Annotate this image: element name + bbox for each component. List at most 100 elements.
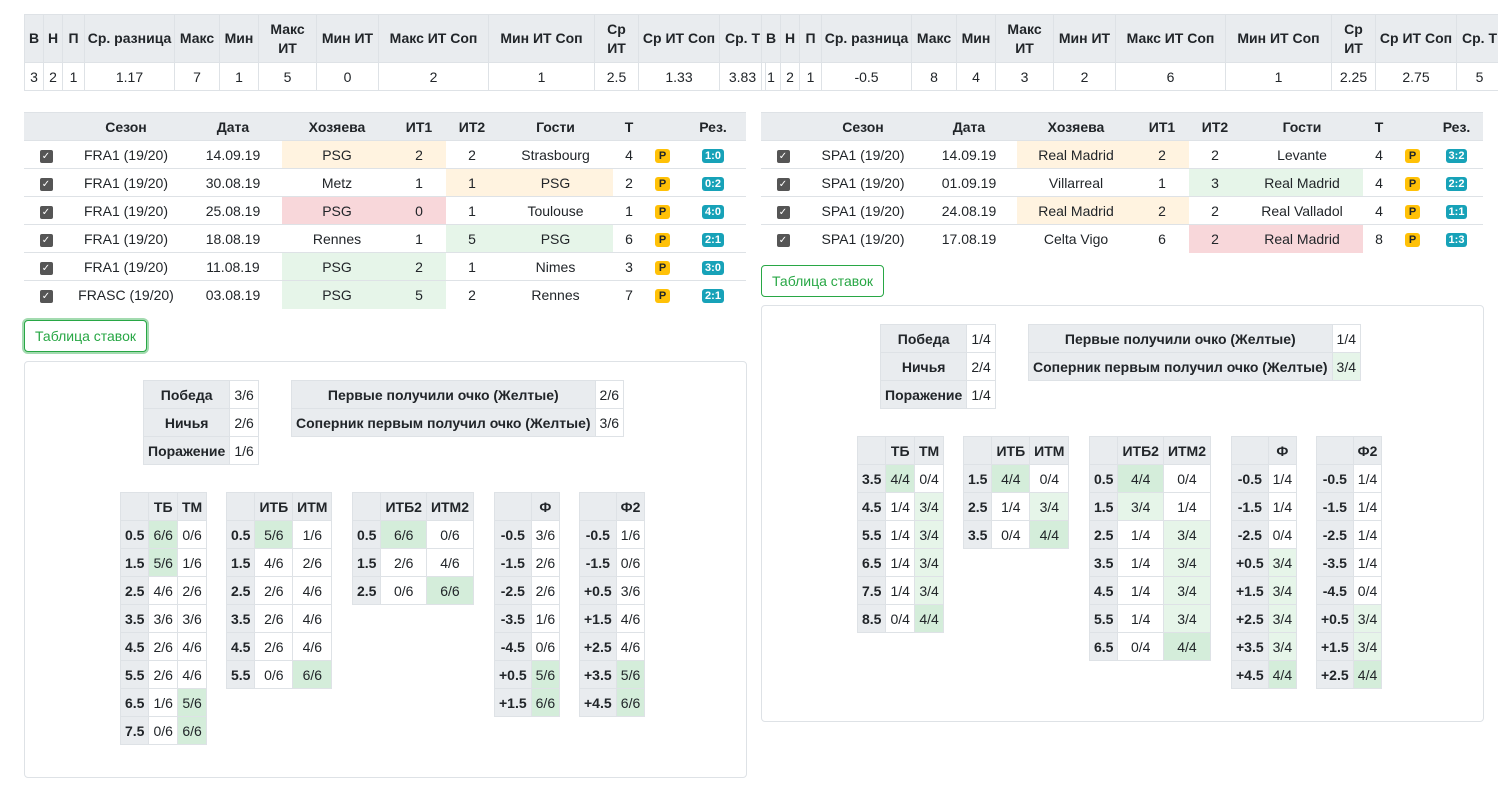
under-cell: 4/4 [913,604,945,633]
line-cell: -2.5 [1316,520,1354,549]
checkbox[interactable]: ✓ [39,290,53,304]
line-cell: +0.5 [1316,604,1354,633]
over-cell: 1/4 [1117,520,1164,549]
f2-table: Ф2 -0.5 1/4 -1.5 1/4 -2.5 1/4 -3.5 1/4 -4.5 0/4 +0.… [1316,436,1383,689]
line-cell: 4.5 [225,632,256,661]
stats-value: 1 [799,62,822,91]
table-row: 1.5 4/4 0/4 [962,464,1070,493]
table-row: 5.5 0/6 6/6 [225,660,333,689]
label-cell: Поражение [142,436,231,465]
over-cell: 0/6 [254,660,294,689]
games-header: ИТ1 [1135,112,1189,141]
date-cell: 03.08.19 [184,280,282,309]
table-row: 0.5 6/6 0/6 [351,520,475,549]
stats-value: 4 [956,62,996,91]
line-cell: +2.5 [1316,660,1354,689]
stats-header: Ср ИТ [1331,14,1376,63]
date-cell: 17.08.19 [921,224,1017,253]
bet-table-button[interactable]: Таблица ставок [24,320,147,352]
total-cell: 4 [1363,196,1395,225]
stats-value: 5 [258,62,317,91]
table-row: -3.5 1/6 [494,604,561,633]
season-cell: FRA1 (19/20) [68,140,184,169]
handicap-cell: 3/4 [1352,604,1383,633]
stats-table: В Н П Ср. разница Макс Мин Макс ИТ Мин ИТ Макс И… [761,14,1498,91]
table-row: +1.5 3/4 [1316,632,1383,661]
stats-header: Ср ИТ Соп [1375,14,1457,63]
table-row: -1.5 2/6 [494,548,561,577]
value-cell: 1/4 [966,324,996,353]
line-cell: 2.5 [351,576,382,605]
table-row: 1.5 5/6 1/6 [119,548,208,577]
bet-table-box: Победа 3/6 Ничья 2/6 Поражение 1/6 Первые полу… [24,361,747,778]
home-team-cell: Villarreal [1017,168,1135,197]
stats-header: Н [43,14,63,63]
line-cell: 3.5 [856,464,887,493]
line-cell: 5.5 [119,660,150,689]
line-cell: 3.5 [1088,548,1119,577]
checkbox[interactable]: ✓ [39,150,53,163]
table-row: -2.5 2/6 [494,576,561,605]
handicap-cell: 3/4 [1352,632,1383,661]
stats-header: Макс [911,14,957,63]
handicap-cell: 6/6 [530,688,561,717]
games-header: ИТ1 [392,112,446,141]
table-row: 2.5 4/6 2/6 [119,576,208,605]
table-row: 4.5 2/6 4/6 [119,632,208,661]
label-cell: Соперник первым получил очко (Желтые) [1028,352,1333,381]
handicap-cell: 5/6 [615,660,646,689]
checkbox[interactable]: ✓ [39,206,53,219]
season-cell: FRA1 (19/20) [68,252,184,281]
f-table: Ф -0.5 3/6 -1.5 2/6 -2.5 2/6 -3.5 1/6 -4.5 0/6 +0.5… [494,492,561,717]
result-badge: 1:0 [702,149,724,163]
table-row: ✓ FRA1 (19/20) 11.08.19 PSG 2 1 Nimes 3 P 3:0 [24,252,746,281]
under-cell: 3/4 [913,492,945,521]
checkbox[interactable]: ✓ [776,178,790,191]
line-cell: 4.5 [119,632,150,661]
games-header: Дата [184,112,282,141]
table-row: 1.5 3/4 1/4 [1088,492,1212,521]
over-cell: 1/4 [1117,576,1164,605]
handicap-cell: 1/4 [1267,492,1298,521]
checkbox[interactable]: ✓ [39,178,53,191]
stats-value: 3.83 [719,62,766,91]
line-cell: -0.5 [1316,464,1354,493]
under-cell: 4/6 [425,548,475,577]
handicap-cell: 4/4 [1352,660,1383,689]
season-cell: SPA1 (19/20) [805,168,921,197]
table-row: 0.5 4/4 0/4 [1088,464,1212,493]
table-row: -2.5 1/4 [1316,520,1383,549]
bet-table-button[interactable]: Таблица ставок [761,265,884,297]
line-cell: -0.5 [494,520,532,549]
under-cell: 6/6 [292,660,333,689]
under-cell: 4/6 [292,604,333,633]
line-cell: 1.5 [351,548,382,577]
table-row: 1.5 2/6 4/6 [351,548,475,577]
checkbox[interactable]: ✓ [776,150,790,163]
it2-cell: 2 [446,280,498,309]
handicap-cell: 3/6 [530,520,561,549]
checkbox[interactable]: ✓ [776,234,790,248]
checkbox[interactable]: ✓ [39,234,53,247]
table-row: +2.5 4/6 [579,632,646,661]
it1-cell: 2 [1135,196,1189,225]
under-cell: 6/6 [176,716,208,745]
over-cell: 4/4 [885,464,915,493]
over-cell: 4/6 [148,576,178,605]
over-cell: 1/6 [148,688,178,717]
stats-value: 1 [219,62,259,91]
table-row: Соперник первым получил очко (Желтые) 3/6 [291,408,625,437]
line-cell: +0.5 [1231,548,1269,577]
value-cell: 3/4 [1331,352,1362,381]
line-cell: 1.5 [962,464,993,493]
checkbox[interactable]: ✓ [776,206,790,219]
games-header [645,112,680,141]
games-table: Сезон Дата Хозяева ИТ1 ИТ2 Гости Т Рез. ✓ FRA1 (1… [24,112,746,309]
table-row: -4.5 0/4 [1316,576,1383,605]
first-table: Первые получили очко (Желтые) 2/6 Соперник… [291,380,625,437]
season-cell: FRA1 (19/20) [68,196,184,225]
label-cell: Победа [142,380,231,409]
it2-cell: 2 [446,140,498,169]
checkbox[interactable]: ✓ [39,262,53,275]
stats-header: Ср. разница [821,14,912,63]
